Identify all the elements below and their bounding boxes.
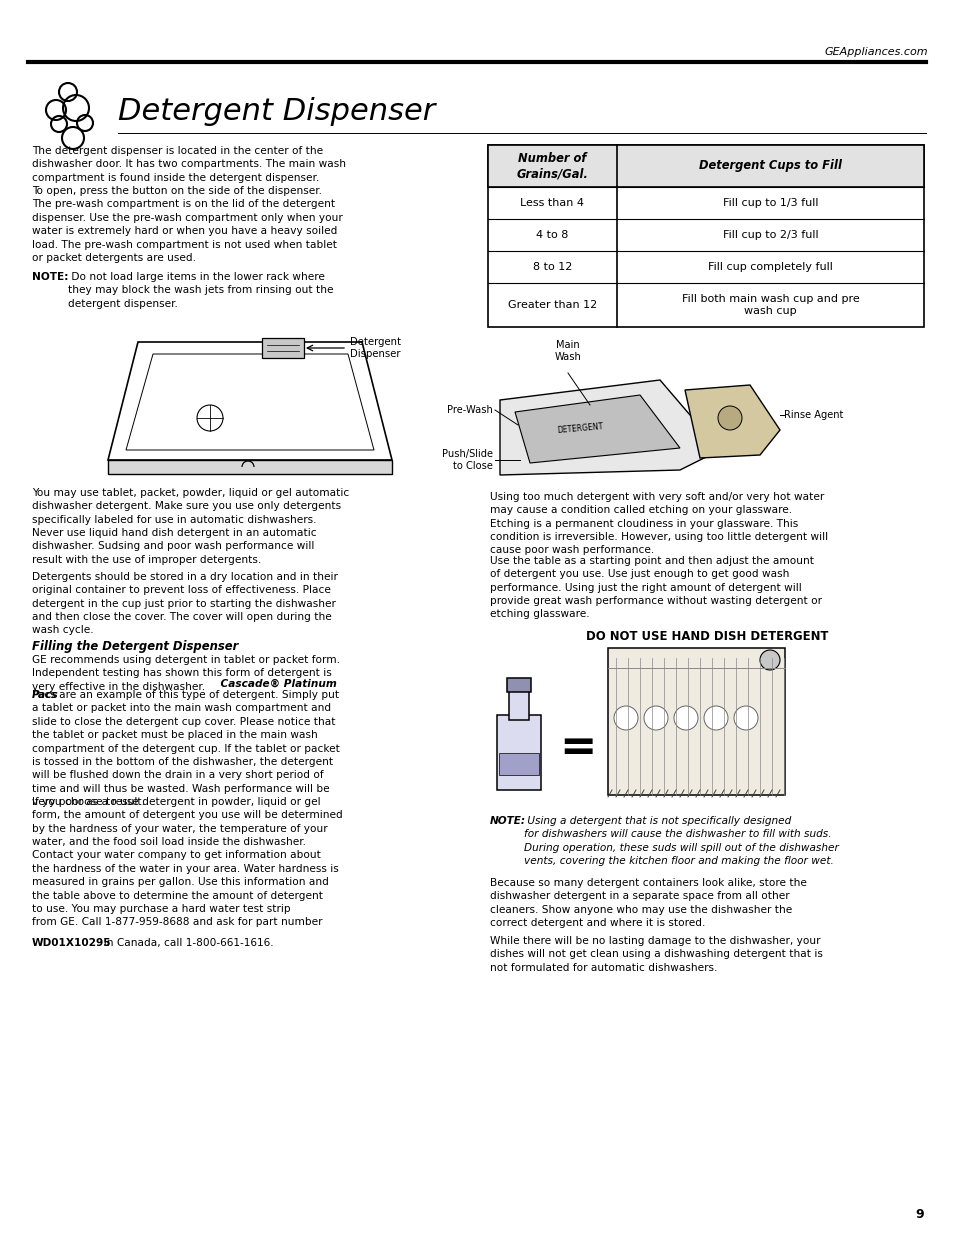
Bar — [497, 715, 540, 790]
Text: GE recommends using detergent in tablet or packet form.
Independent testing has : GE recommends using detergent in tablet … — [32, 655, 339, 692]
Text: NOTE:: NOTE: — [32, 272, 69, 282]
Text: You may use tablet, packet, powder, liquid or gel automatic
dishwasher detergent: You may use tablet, packet, powder, liqu… — [32, 488, 349, 564]
Text: Cascade® Platinum: Cascade® Platinum — [32, 678, 336, 688]
Text: Fill both main wash cup and pre
wash cup: Fill both main wash cup and pre wash cup — [680, 294, 859, 316]
Text: Using too much detergent with very soft and/or very hot water
may cause a condit: Using too much detergent with very soft … — [490, 492, 827, 556]
Text: Fill cup to 1/3 full: Fill cup to 1/3 full — [722, 198, 818, 207]
Circle shape — [673, 706, 698, 730]
Circle shape — [703, 706, 727, 730]
Text: Using a detergent that is not specifically designed
for dishwashers will cause t: Using a detergent that is not specifical… — [523, 816, 838, 866]
Polygon shape — [499, 380, 720, 475]
Bar — [498, 753, 538, 776]
Text: Greater than 12: Greater than 12 — [507, 300, 597, 310]
Text: Fill cup completely full: Fill cup completely full — [707, 262, 832, 272]
Text: WD01X10295: WD01X10295 — [32, 939, 112, 948]
Text: Main
Wash: Main Wash — [554, 341, 580, 362]
Text: Use the table as a starting point and then adjust the amount
of detergent you us: Use the table as a starting point and th… — [490, 556, 821, 620]
Text: =: = — [558, 726, 596, 769]
Text: Detergent Cups to Fill: Detergent Cups to Fill — [699, 159, 841, 173]
Polygon shape — [515, 395, 679, 463]
Circle shape — [614, 706, 638, 730]
Text: 9: 9 — [915, 1209, 923, 1221]
Text: The detergent dispenser is located in the center of the
dishwasher door. It has : The detergent dispenser is located in th… — [32, 146, 346, 263]
Circle shape — [760, 650, 780, 671]
Circle shape — [643, 706, 667, 730]
Text: DO NOT USE HAND DISH DETERGENT: DO NOT USE HAND DISH DETERGENT — [585, 630, 827, 643]
Text: Because so many detergent containers look alike, store the
dishwasher detergent : Because so many detergent containers loo… — [490, 878, 806, 927]
Text: Less than 4: Less than 4 — [520, 198, 584, 207]
Text: NOTE:: NOTE: — [490, 816, 525, 826]
Text: 8 to 12: 8 to 12 — [533, 262, 572, 272]
Text: Pacs are an example of this type of detergent. Simply put
a tablet or packet int: Pacs are an example of this type of dete… — [32, 690, 339, 806]
Text: Detergents should be stored in a dry location and in their
original container to: Detergents should be stored in a dry loc… — [32, 572, 337, 636]
Text: Filling the Detergent Dispenser: Filling the Detergent Dispenser — [32, 640, 238, 653]
Text: Detergent Dispenser: Detergent Dispenser — [118, 98, 435, 126]
Text: Do not load large items in the lower rack where
they may block the wash jets fro: Do not load large items in the lower rac… — [68, 272, 334, 309]
Text: 4 to 8: 4 to 8 — [536, 230, 568, 240]
Text: . In Canada, call 1-800-661-1616.: . In Canada, call 1-800-661-1616. — [97, 939, 274, 948]
Text: Fill cup to 2/3 full: Fill cup to 2/3 full — [722, 230, 818, 240]
Polygon shape — [684, 385, 780, 458]
Circle shape — [718, 406, 741, 430]
Text: Detergent
Dispenser: Detergent Dispenser — [350, 337, 400, 359]
Text: If you choose to use detergent in powder, liquid or gel
form, the amount of dete: If you choose to use detergent in powder… — [32, 797, 342, 927]
Bar — [488, 144, 923, 327]
Text: Pre-Wash: Pre-Wash — [447, 405, 493, 415]
Text: DETERGENT: DETERGENT — [556, 421, 603, 435]
Bar — [108, 459, 392, 474]
Text: Rinse Agent: Rinse Agent — [783, 410, 842, 420]
Bar — [509, 688, 529, 720]
Bar — [488, 144, 923, 186]
Text: Pacs: Pacs — [32, 690, 59, 700]
Bar — [607, 648, 784, 795]
Circle shape — [733, 706, 758, 730]
Text: GEAppliances.com: GEAppliances.com — [823, 47, 927, 57]
Bar — [506, 678, 531, 692]
Text: Push/Slide
to Close: Push/Slide to Close — [441, 450, 493, 471]
Text: Number of
Grains/Gal.: Number of Grains/Gal. — [516, 152, 588, 180]
Text: While there will be no lasting damage to the dishwasher, your
dishes will not ge: While there will be no lasting damage to… — [490, 936, 822, 973]
Bar — [262, 338, 304, 358]
